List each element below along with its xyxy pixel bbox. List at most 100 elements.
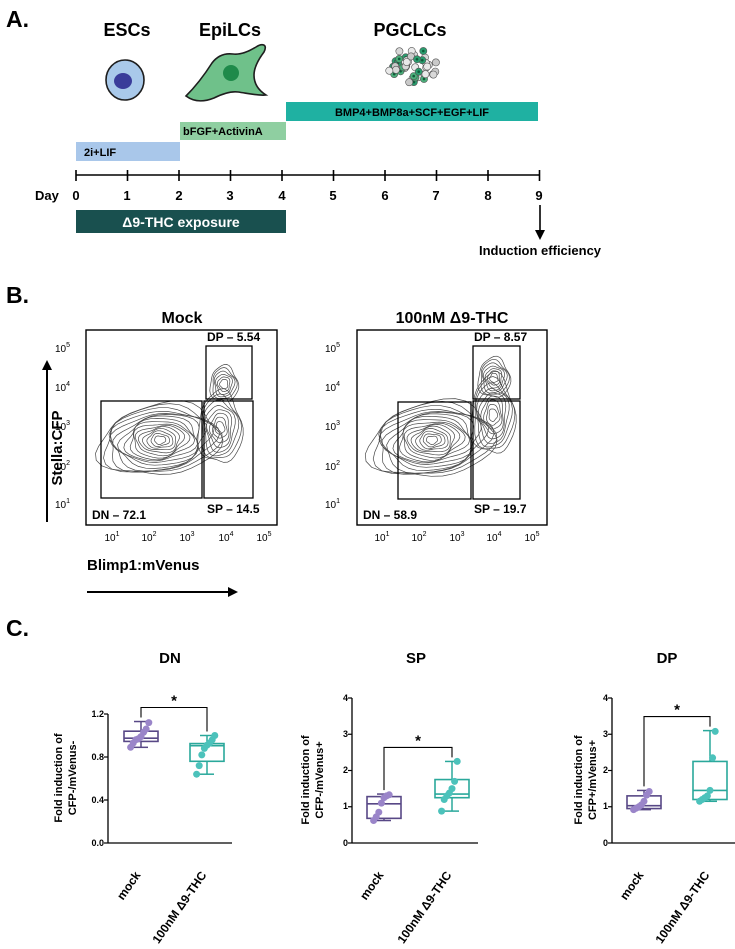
- contour-line: [150, 433, 170, 447]
- contour-line: [134, 424, 186, 457]
- y-tick-labels: 105 104 103 102 101: [325, 342, 340, 511]
- y-label-line-2: CFP-/mVenus-: [67, 740, 79, 815]
- contour-line: [212, 416, 228, 439]
- readout-label: Induction efficiency: [479, 243, 602, 258]
- contour-line: [415, 428, 449, 451]
- contour-line: [204, 405, 236, 453]
- media-bar-bmp4: [286, 102, 538, 121]
- y-tick-label: 0: [603, 838, 608, 848]
- contour-line: [486, 370, 501, 386]
- day-9-label: 9: [535, 188, 542, 203]
- contour-line: [212, 367, 238, 399]
- contour-line: [95, 400, 224, 475]
- contour-line: [477, 355, 512, 398]
- data-point: [645, 788, 653, 795]
- contour-line: [208, 412, 230, 444]
- x-tick: 103: [179, 531, 194, 544]
- contour-line: [489, 372, 499, 383]
- panel-c: C. DN Fold induction of CFP-/mVenus- 1.2…: [6, 615, 735, 946]
- day-3-label: 3: [226, 188, 233, 203]
- gate-dn: [100, 400, 203, 499]
- thc-exposure-bar: [76, 210, 286, 233]
- timeline-ticks: [75, 170, 541, 181]
- contour-line: [117, 415, 199, 463]
- y-tick: 104: [55, 381, 70, 394]
- y-axis-ticks: [104, 713, 108, 844]
- data-point: [438, 807, 446, 815]
- day-2-label: 2: [175, 188, 182, 203]
- contour-line: [386, 413, 474, 465]
- flow-plot-title: Mock: [162, 310, 203, 327]
- y-tick: 103: [325, 420, 340, 433]
- y-tick: 103: [55, 420, 70, 433]
- x-category-label: 100nM Δ9-THC: [394, 868, 454, 946]
- data-point: [193, 770, 201, 778]
- y-tick-label: 0.0: [91, 838, 104, 848]
- y-tick-labels: 105 104 103 102 101: [55, 342, 70, 511]
- y-tick-label: 4: [603, 693, 608, 703]
- data-point: [198, 751, 206, 759]
- y-tick-label: 2: [603, 765, 608, 775]
- box-chart-dp: DP Fold induction of CFP+/mVenus+ 4 3 2 …: [573, 650, 735, 946]
- day-0-label: 0: [72, 188, 79, 203]
- pgclc-cell: [431, 58, 440, 67]
- media-label-2i-lif: 2i+LIF: [84, 147, 116, 159]
- contour-line: [109, 413, 207, 469]
- x-category-label: mock: [357, 868, 387, 902]
- y-label-line-1: Fold induction of: [300, 735, 312, 825]
- contour-line: [213, 370, 236, 398]
- box-chart-dn: DN Fold induction of CFP-/mVenus- 1.2 0.…: [53, 650, 232, 946]
- day-6-label: 6: [381, 188, 388, 203]
- contour-line: [154, 435, 167, 445]
- panel-c-label: C.: [6, 615, 29, 641]
- box-iqr: [692, 760, 728, 801]
- pgclc-cell-nucleus: [421, 58, 424, 62]
- day-7-label: 7: [432, 188, 439, 203]
- box-chart-sp: SP Fold induction of CFP-/mVenus+ 4 3 2 …: [300, 650, 478, 946]
- contour-line: [475, 382, 513, 448]
- contour-line: [209, 364, 240, 402]
- contour-line: [478, 392, 507, 440]
- panel-a-label: A.: [6, 6, 29, 32]
- x-tick: 101: [104, 531, 119, 544]
- y-label-line-1: Fold induction of: [53, 733, 65, 823]
- gate-sp: [203, 400, 254, 499]
- contour-line: [480, 358, 510, 395]
- y-tick: 102: [325, 460, 340, 473]
- contour-line: [470, 371, 517, 454]
- pgclc-cell: [395, 47, 404, 56]
- gate-sp: [472, 400, 521, 500]
- significance-star: *: [171, 693, 177, 710]
- x-category-label: mock: [114, 868, 144, 902]
- gate-dp: [472, 345, 521, 400]
- x-tick: 105: [524, 531, 539, 544]
- pgclc-cell-nucleus: [422, 77, 426, 81]
- data-point: [453, 757, 461, 765]
- data-point: [706, 786, 714, 794]
- y-label-line-1: Fold induction of: [573, 735, 585, 825]
- y-tick-label: 1: [343, 801, 348, 811]
- pgclc-cell: [429, 70, 438, 79]
- day-4-label: 4: [278, 188, 286, 203]
- contour-line: [206, 409, 233, 449]
- data-point: [448, 785, 456, 793]
- significance-bracket: [643, 716, 711, 787]
- x-category-label: 100nM Δ9-THC: [149, 868, 209, 946]
- pgclc-cell: [402, 58, 411, 66]
- x-category-label: mock: [617, 868, 647, 902]
- gate-dp-label: DP – 5.54: [207, 330, 260, 344]
- gate-sp-label: SP – 19.7: [474, 502, 527, 516]
- contour-line: [146, 430, 174, 449]
- contour-line: [483, 365, 505, 392]
- day-1-label: 1: [123, 188, 130, 203]
- contour-line: [486, 403, 501, 426]
- flow-plot-title: 100nM Δ9-THC: [396, 310, 509, 327]
- stage-epilcs-label: EpiLCs: [199, 20, 261, 40]
- significance-star: *: [415, 732, 421, 749]
- y-axis-label: Stella:CFP: [49, 410, 66, 485]
- contour-line: [112, 414, 200, 466]
- pgclc-cell-nucleus: [397, 57, 401, 61]
- significance-star: *: [674, 702, 680, 719]
- stage-pgclcs-label: PGCLCs: [373, 20, 446, 40]
- contour-line: [481, 362, 508, 394]
